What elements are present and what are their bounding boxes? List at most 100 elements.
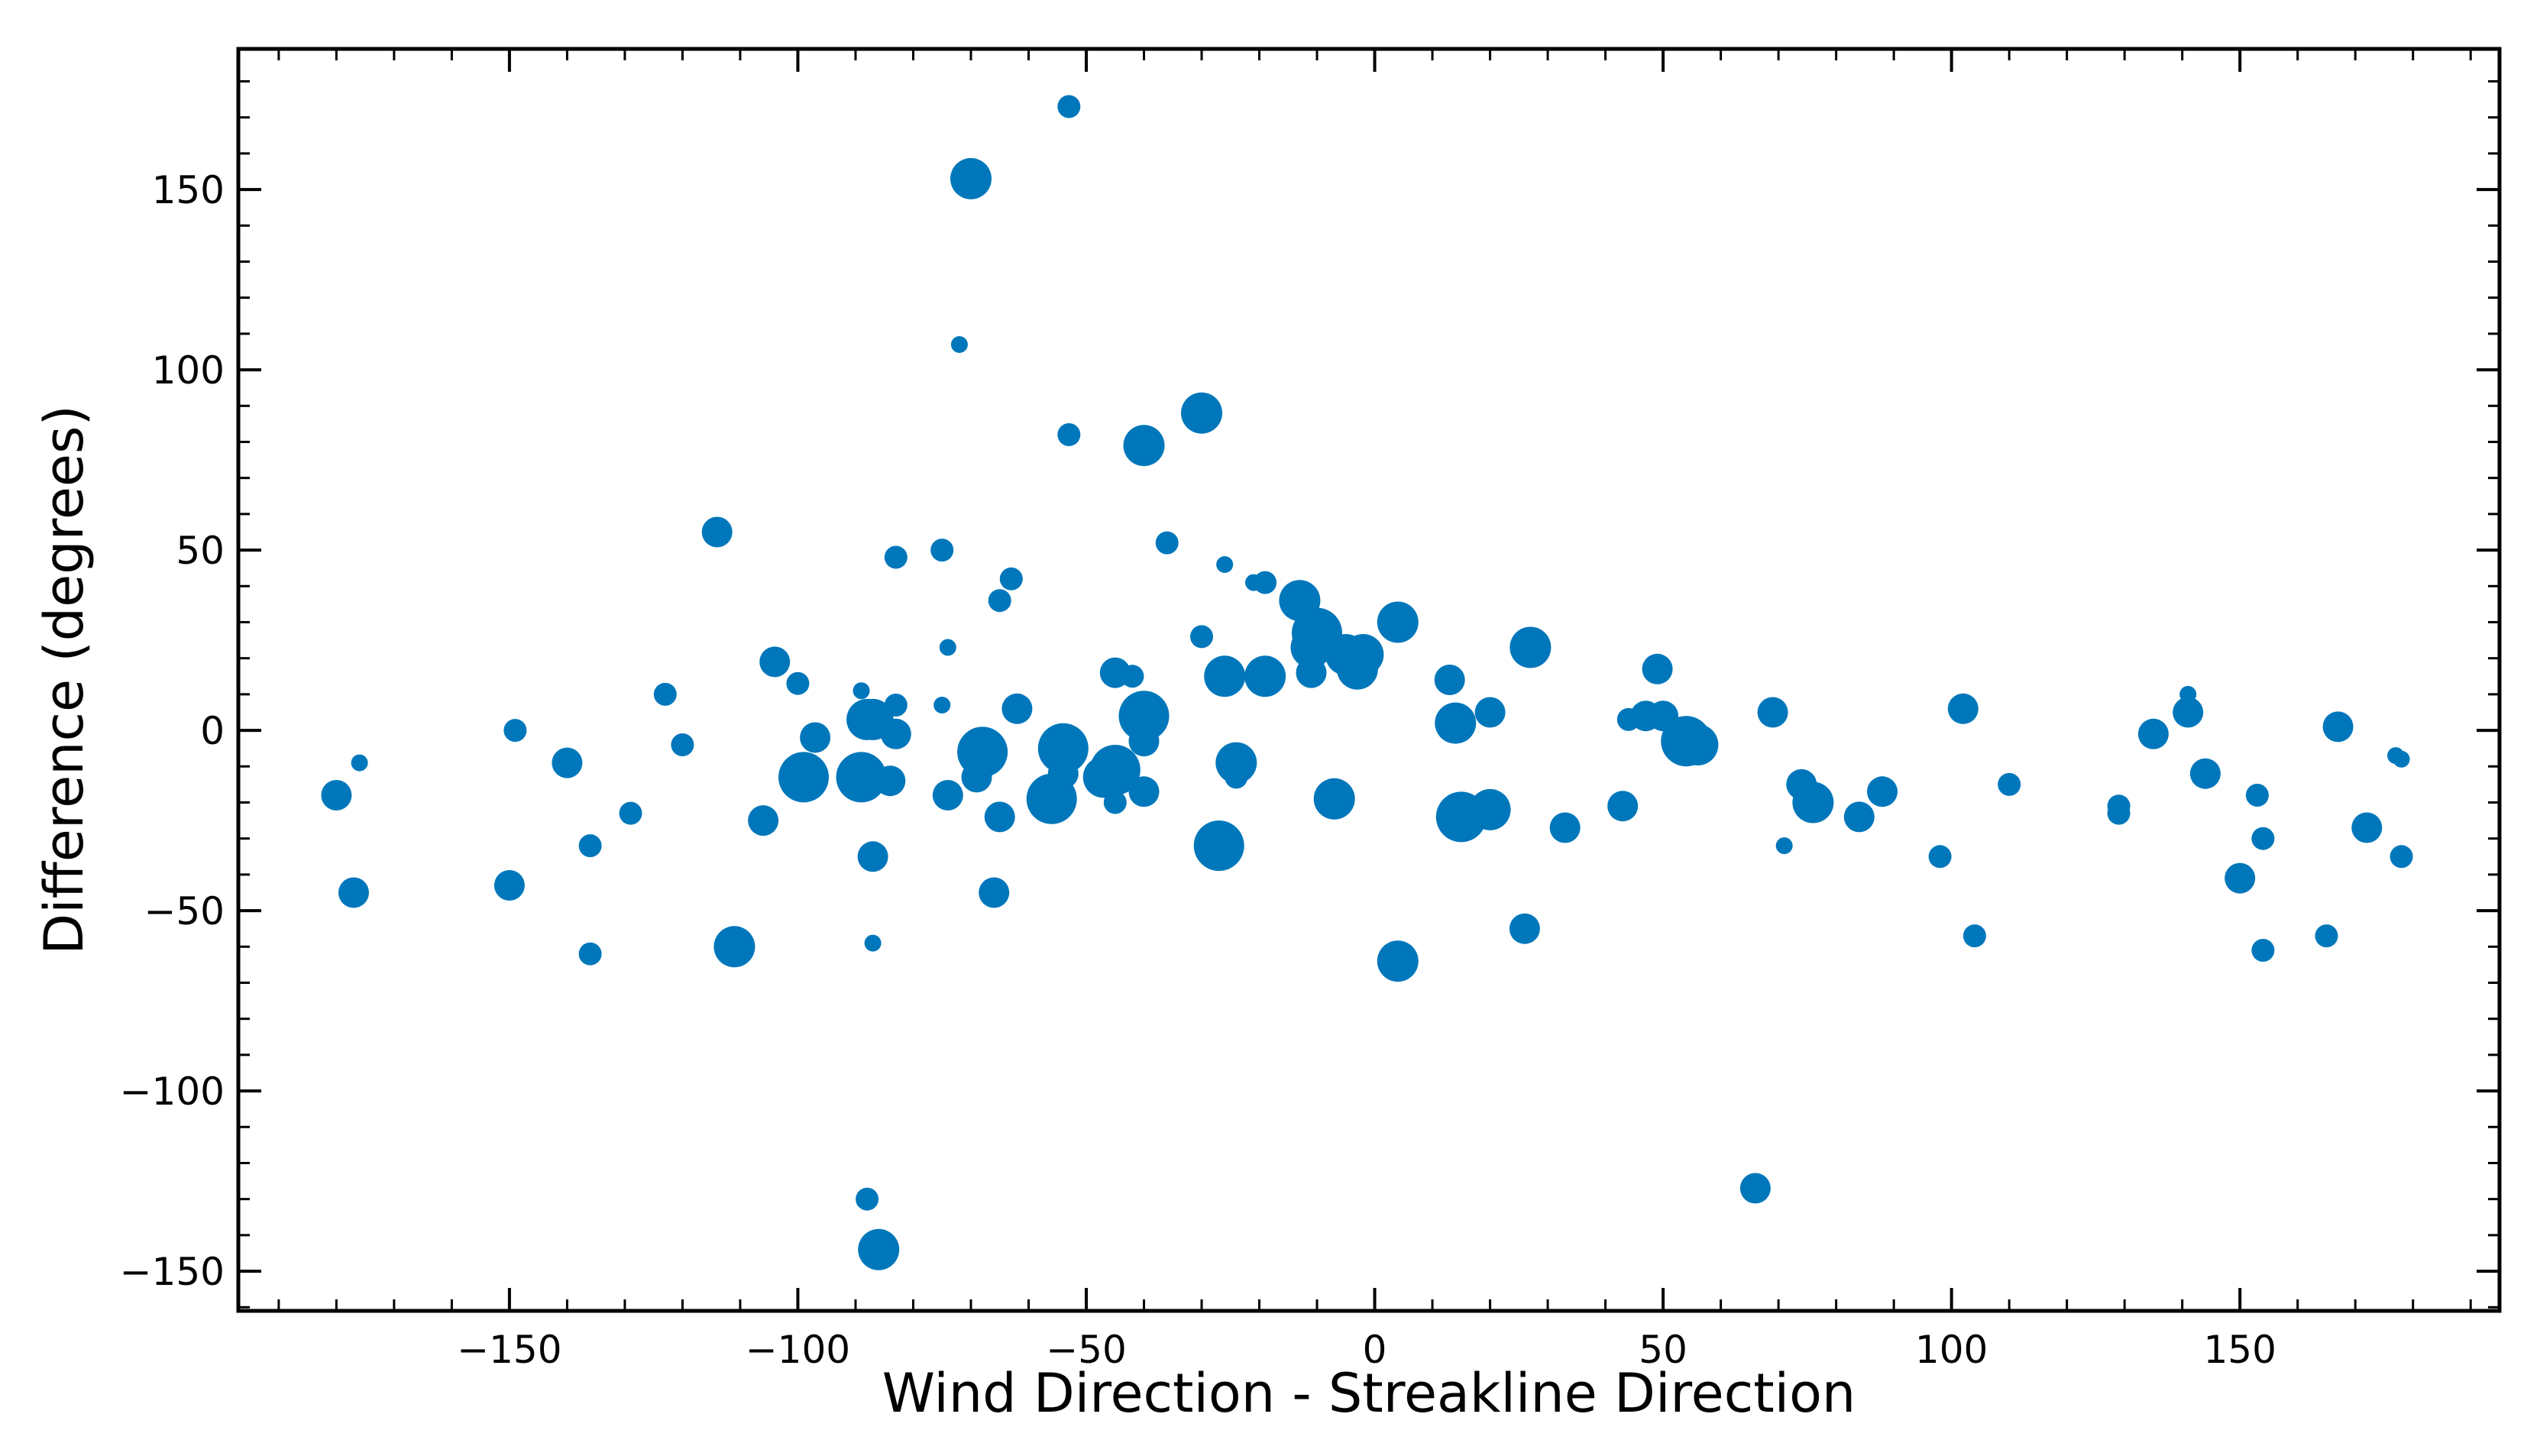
y-tick-label: 150 [152,168,225,212]
data-point [493,870,525,901]
y-tick-label: −150 [120,1250,225,1294]
data-point [800,722,831,753]
data-point [786,671,810,695]
data-point [1642,653,1673,684]
x-tick-label: −50 [1046,1328,1127,1372]
data-point [2390,845,2413,869]
data-point [979,877,1010,908]
data-point [1435,791,1487,843]
data-point [1435,702,1477,744]
data-point [1947,693,1979,724]
data-point [1607,791,1639,822]
data-point [930,539,954,562]
data-point [1677,724,1719,765]
points-layer [321,95,2413,1270]
data-point [836,752,887,803]
x-tick-label: 150 [2203,1328,2276,1372]
data-point [338,877,369,908]
data-point [846,698,888,740]
data-point [1775,837,1793,855]
x-tick-label: 50 [1639,1328,1687,1372]
data-point [701,516,733,548]
data-point [1336,648,1378,690]
data-point [961,762,992,793]
data-point [1254,571,1277,594]
data-point [2173,697,2204,728]
y-axis-label: Difference (degrees) [33,405,95,955]
data-point [351,754,368,772]
data-point [1867,776,1898,807]
data-point [1474,697,1506,728]
data-point [858,1228,900,1270]
data-point [857,841,888,872]
y-tick-label: 50 [176,529,225,573]
data-point [2315,924,2338,948]
labels-layer: −150 −100 −50 0 50 100 150 −150 −100 −50 0 50 100 150 [120,168,2276,1372]
data-point [2225,862,2256,894]
data-point [2189,758,2221,789]
data-point [1225,765,1248,789]
data-point [671,733,694,756]
data-point [2245,784,2269,807]
data-point [1244,655,1286,697]
x-tick-label: −150 [457,1328,561,1372]
data-point [875,765,906,797]
data-point [321,780,352,811]
data-point [578,942,602,966]
data-point [2351,812,2383,843]
data-point [653,682,677,706]
data-point [1128,726,1160,757]
data-point [932,780,963,811]
data-point [1434,665,1465,695]
data-point [1290,626,1332,668]
data-point [884,545,908,569]
data-point [856,1187,879,1211]
data-point [1057,423,1081,446]
data-point [1204,655,1246,697]
data-point [2107,801,2131,825]
data-point [2251,939,2275,962]
data-point [853,682,870,700]
data-point [1026,773,1077,824]
plot-frame [236,47,2502,1313]
data-point [1216,556,1234,573]
data-point [759,646,791,678]
y-tick-label: 100 [152,348,225,393]
data-point [748,805,779,836]
data-point [578,834,602,858]
x-axis-label: Wind Direction - Streakline Direction [882,1362,1856,1425]
data-point [503,719,527,743]
y-tick-label: −100 [120,1069,225,1114]
data-point [2322,711,2354,743]
x-tick-label: 100 [1915,1328,1988,1372]
data-point [1549,812,1581,843]
data-point [1190,625,1213,649]
data-point [933,697,951,713]
data-point [880,718,911,749]
data-point [1998,772,2021,796]
y-tick-label: 0 [200,709,225,753]
x-tick-label: 0 [1363,1328,1387,1372]
data-point [1123,425,1165,467]
data-point [1792,781,1834,823]
data-point [1377,940,1419,982]
data-point [1037,723,1089,774]
data-point [1313,778,1355,820]
data-point [950,336,968,353]
data-point [1193,820,1244,872]
data-point [1377,601,1419,643]
data-point [619,801,642,825]
data-point [1103,791,1127,814]
data-point [552,747,583,778]
y-tick-label: −50 [144,889,225,933]
data-point [1843,801,1875,833]
data-point [988,589,1011,613]
data-point [1128,776,1160,807]
data-point [939,639,956,656]
data-point [1757,697,1788,728]
data-point [1155,531,1179,555]
data-point [984,801,1015,833]
data-point [1509,626,1552,668]
data-point [778,752,829,803]
data-point [2137,718,2169,749]
